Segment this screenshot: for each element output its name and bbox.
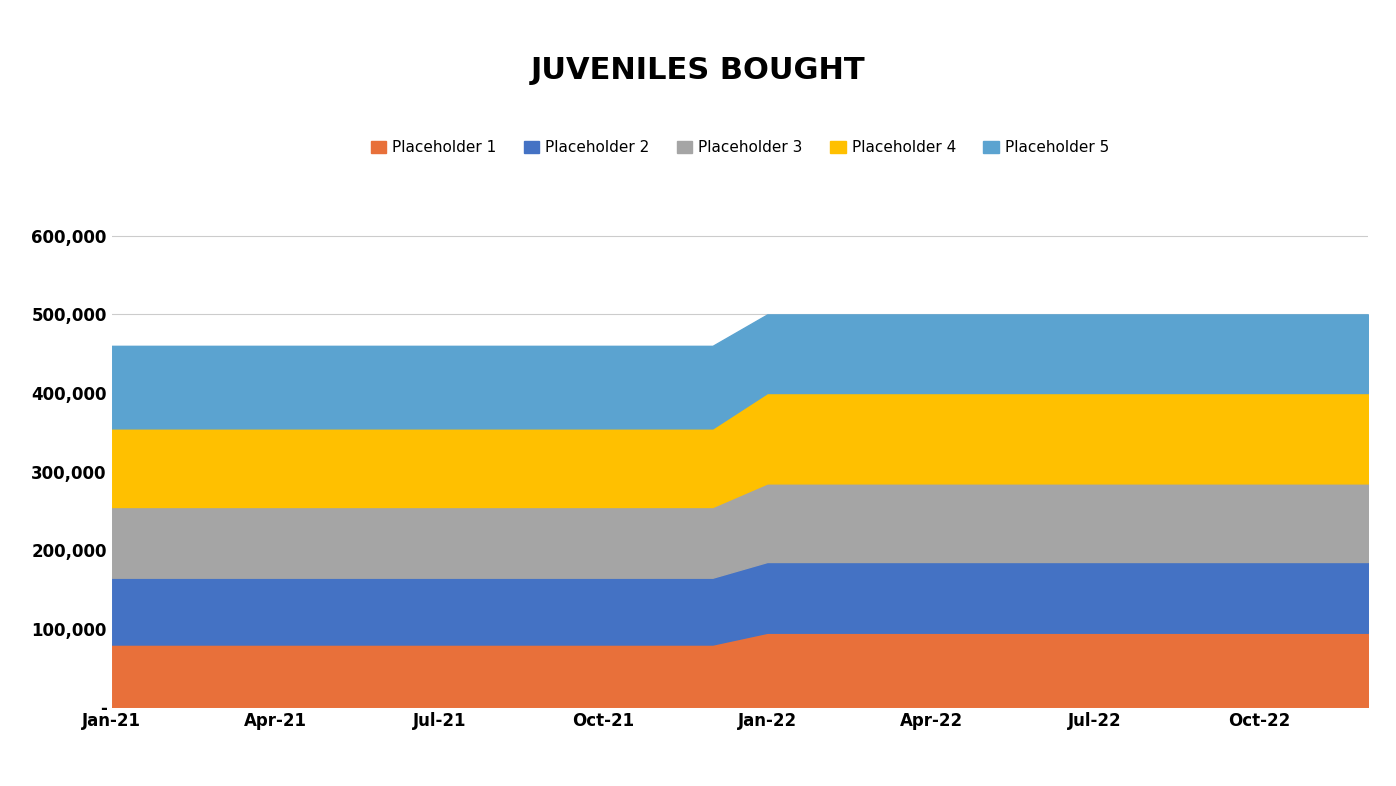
Text: JUVENILES BOUGHT: JUVENILES BOUGHT bbox=[530, 57, 866, 85]
Legend: Placeholder 1, Placeholder 2, Placeholder 3, Placeholder 4, Placeholder 5: Placeholder 1, Placeholder 2, Placeholde… bbox=[371, 140, 1108, 155]
